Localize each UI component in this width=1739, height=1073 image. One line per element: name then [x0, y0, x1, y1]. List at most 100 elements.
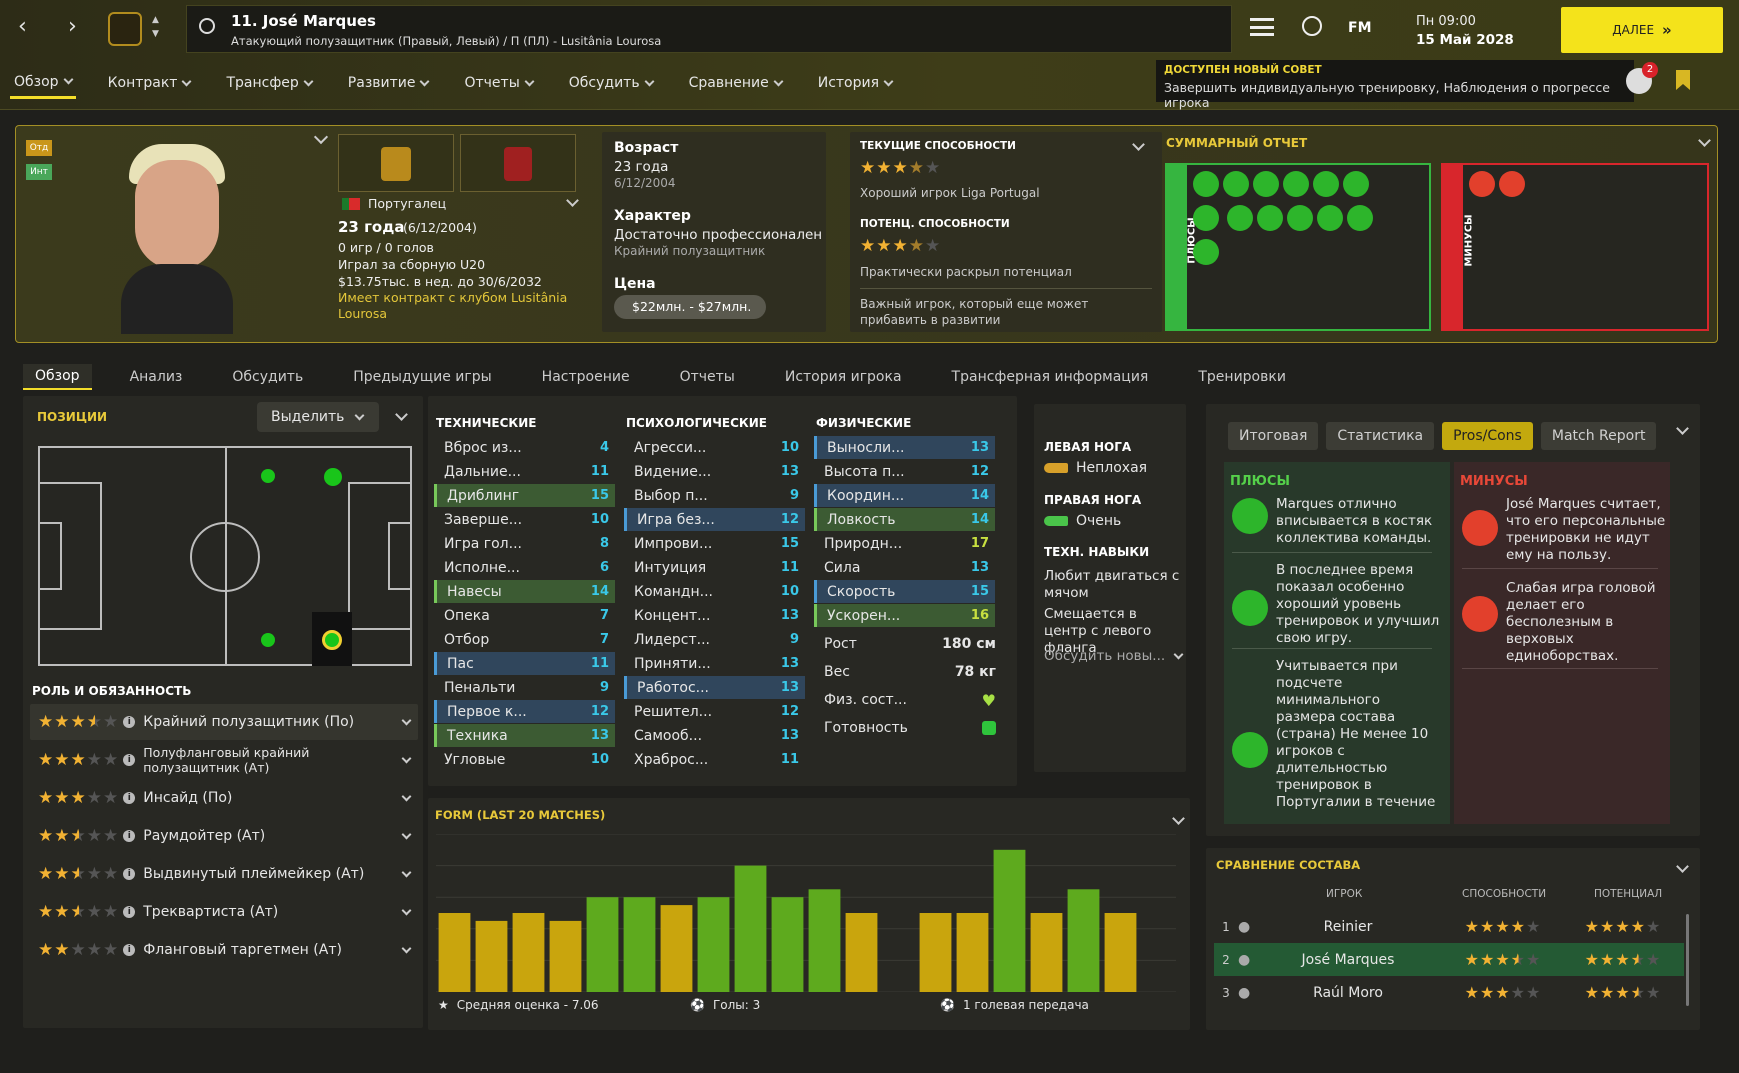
- role-row[interactable]: ★★★★★ i Выдвинутый плеймейкер (Ат): [30, 856, 418, 892]
- attribute-row[interactable]: Дриблинг 15: [434, 484, 615, 507]
- attribute-row[interactable]: Выбор п... 9: [624, 484, 805, 507]
- info-icon[interactable]: i: [123, 944, 136, 956]
- menu-discuss[interactable]: Обсудить: [565, 69, 657, 97]
- chevron-down-icon[interactable]: [395, 408, 408, 421]
- chevron-down-icon[interactable]: [401, 829, 412, 839]
- attribute-row[interactable]: Первое к... 12: [434, 700, 615, 723]
- btn-summary[interactable]: Итоговая: [1228, 422, 1319, 450]
- position-dot-st[interactable]: [324, 468, 342, 486]
- target-icon[interactable]: [1287, 205, 1314, 231]
- attribute-row[interactable]: Отбор 7: [434, 628, 615, 651]
- flask-icon[interactable]: [1193, 171, 1219, 197]
- attribute-row[interactable]: Игра гол... 8: [434, 532, 615, 555]
- checklist-icon[interactable]: [1193, 205, 1219, 231]
- form-bar[interactable]: [512, 913, 545, 992]
- menu-transfer[interactable]: Трансфер: [222, 69, 315, 97]
- form-bar[interactable]: [993, 849, 1026, 992]
- chevron-down-icon[interactable]: [401, 791, 412, 801]
- boot-icon[interactable]: [1283, 171, 1309, 197]
- handshake-icon[interactable]: [1343, 171, 1369, 197]
- role-row[interactable]: ★★★★★ i Фланговый таргетмен (Ат): [30, 932, 418, 968]
- form-bar[interactable]: [475, 920, 508, 992]
- nation-badge-button[interactable]: [460, 134, 576, 192]
- info-icon[interactable]: i: [123, 906, 136, 918]
- attribute-row[interactable]: Приняти... 13: [624, 652, 805, 675]
- attribute-row[interactable]: Самооб... 13: [624, 724, 805, 747]
- form-bar[interactable]: [1030, 913, 1063, 992]
- attribute-row[interactable]: Скорость 15: [814, 580, 995, 603]
- ball-icon[interactable]: [1302, 16, 1322, 36]
- hamburger-icon[interactable]: [1250, 18, 1274, 36]
- chevron-down-icon[interactable]: [1132, 138, 1145, 151]
- btn-statistics[interactable]: Статистика: [1326, 422, 1435, 450]
- position-dot-aml[interactable]: [261, 469, 275, 483]
- menu-contract[interactable]: Контракт: [104, 69, 195, 97]
- form-bar[interactable]: [1104, 913, 1137, 992]
- squad-scrollbar[interactable]: [1686, 914, 1689, 1006]
- menu-comparison[interactable]: Сравнение: [685, 69, 786, 97]
- contract-link[interactable]: Имеет контракт с клубом Lusitânia Louros…: [338, 290, 568, 321]
- forward-arrow-icon[interactable]: ›: [68, 14, 77, 39]
- attribute-row[interactable]: Ловкость 14: [814, 508, 995, 531]
- club-badge-button[interactable]: [338, 134, 454, 192]
- role-row[interactable]: ★★★★★ i Инсайд (По): [30, 780, 418, 816]
- bookmark-icon[interactable]: [1676, 70, 1690, 90]
- form-bar[interactable]: [549, 920, 582, 992]
- info-icon[interactable]: i: [123, 716, 136, 728]
- chart-icon[interactable]: [1227, 205, 1254, 231]
- attribute-row[interactable]: Концент... 13: [624, 604, 805, 627]
- attribute-row[interactable]: Угловые 10: [434, 748, 615, 771]
- chevron-down-icon[interactable]: [401, 867, 412, 877]
- attribute-row[interactable]: Заверше... 10: [434, 508, 615, 531]
- menu-history[interactable]: История: [814, 69, 896, 97]
- attribute-row[interactable]: Дальние... 11: [434, 460, 615, 483]
- btn-match-report[interactable]: Match Report: [1540, 422, 1657, 450]
- head-ball-icon[interactable]: [1499, 171, 1525, 197]
- flask-icon[interactable]: [1223, 171, 1249, 197]
- form-bar[interactable]: [1067, 889, 1100, 992]
- form-bar[interactable]: [660, 905, 693, 992]
- search-icon[interactable]: [199, 18, 215, 34]
- chevron-down-icon[interactable]: [401, 715, 412, 725]
- chevron-down-icon[interactable]: [401, 905, 412, 915]
- form-bar[interactable]: [438, 913, 471, 992]
- attribute-row[interactable]: Работос... 13: [624, 676, 805, 699]
- discuss-new-dropdown[interactable]: Обсудить новы...: [1044, 648, 1184, 664]
- chevron-down-icon[interactable]: [566, 194, 579, 207]
- continue-button[interactable]: ДАЛЕЕ »: [1561, 7, 1723, 53]
- squad-row[interactable]: 1 ● Reinier ★★★★★ ★★★★★: [1214, 910, 1684, 943]
- summary-label[interactable]: СУММАРНЫЙ ОТЧЕТ: [1166, 136, 1308, 150]
- chevron-down-icon[interactable]: [313, 129, 329, 145]
- club-badge-icon[interactable]: [108, 12, 142, 46]
- attribute-row[interactable]: Лидерст... 9: [624, 628, 805, 651]
- up-down-icon[interactable]: ▲ ▼: [152, 15, 159, 39]
- form-bar[interactable]: [919, 913, 952, 992]
- form-bar[interactable]: [956, 913, 989, 992]
- head-icon[interactable]: [1257, 205, 1284, 231]
- trend-icon[interactable]: [1193, 239, 1219, 265]
- attribute-row[interactable]: Командн... 10: [624, 580, 805, 603]
- chevron-down-icon[interactable]: [401, 943, 412, 953]
- menu-development[interactable]: Развитие: [344, 69, 433, 97]
- squad-row[interactable]: 2 ● José Marques ★★★★★ ★★★★★: [1214, 943, 1684, 976]
- attribute-row[interactable]: Координ... 14: [814, 484, 995, 507]
- form-bar[interactable]: [586, 897, 619, 992]
- attribute-row[interactable]: Техника 13: [434, 724, 615, 747]
- form-bar[interactable]: [845, 913, 878, 992]
- position-dot-amr-selected[interactable]: [322, 630, 342, 650]
- btn-proscons[interactable]: Pros/Cons: [1442, 422, 1533, 450]
- highlight-dropdown[interactable]: Выделить: [257, 402, 379, 432]
- attribute-row[interactable]: Сила 13: [814, 556, 995, 579]
- tab-training[interactable]: Тренировки: [1198, 369, 1286, 385]
- cone-icon[interactable]: [1469, 171, 1495, 197]
- tab-mood[interactable]: Настроение: [541, 369, 630, 385]
- tab-analysis[interactable]: Анализ: [129, 369, 183, 385]
- attribute-row[interactable]: Решител... 12: [624, 700, 805, 723]
- chevron-down-icon[interactable]: [1676, 860, 1689, 873]
- form-bar[interactable]: [771, 897, 804, 992]
- role-row[interactable]: ★★★★★ i Крайний полузащитник (По): [30, 704, 418, 740]
- attribute-row[interactable]: Пас 11: [434, 652, 615, 675]
- form-bar[interactable]: [623, 897, 656, 992]
- tab-overview[interactable]: Обзор: [23, 364, 92, 390]
- tab-discuss[interactable]: Обсудить: [232, 369, 304, 385]
